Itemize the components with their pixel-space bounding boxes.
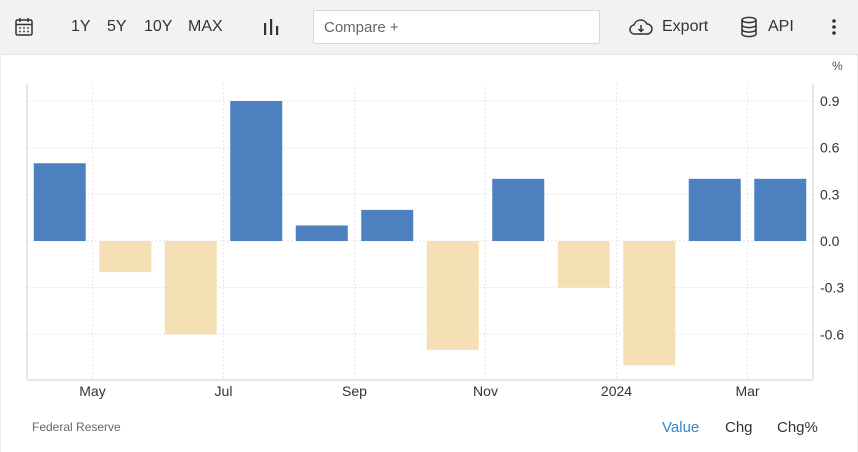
bar xyxy=(623,241,676,366)
bar xyxy=(361,209,414,241)
left-border xyxy=(0,55,1,452)
range-5y-button[interactable]: 5Y xyxy=(107,18,127,35)
bar xyxy=(426,241,479,350)
export-button[interactable]: Export xyxy=(662,18,709,35)
range-1y-button[interactable]: 1Y xyxy=(71,18,91,35)
range-max-button[interactable]: MAX xyxy=(188,18,223,35)
y-unit-label: % xyxy=(832,59,843,73)
chart-toolbar: 1Y 5Y 10Y MAX Export API xyxy=(0,0,858,55)
bar xyxy=(492,178,545,241)
y-tick-label: 0.3 xyxy=(820,186,840,202)
x-tick-label: Mar xyxy=(735,383,759,399)
bar xyxy=(295,225,348,241)
x-tick-label: 2024 xyxy=(601,383,632,399)
x-tick-label: May xyxy=(79,383,105,399)
x-tick-label: Jul xyxy=(215,383,233,399)
bar xyxy=(230,101,283,241)
compare-input[interactable] xyxy=(313,10,600,44)
bar xyxy=(164,241,217,335)
more-vertical-icon[interactable] xyxy=(829,17,839,37)
tab-value[interactable]: Value xyxy=(662,419,700,436)
x-tick-label: Sep xyxy=(342,383,367,399)
calendar-icon[interactable] xyxy=(14,17,34,37)
bar xyxy=(33,163,86,241)
tab-chg[interactable]: Chg xyxy=(725,419,753,436)
database-icon[interactable] xyxy=(740,16,758,38)
cloud-download-icon[interactable] xyxy=(628,17,654,37)
y-tick-label: 0.9 xyxy=(820,93,840,109)
y-tick-label: -0.6 xyxy=(820,326,844,342)
bar xyxy=(754,178,807,241)
bar-chart-icon[interactable] xyxy=(262,17,280,37)
y-tick-label: 0.0 xyxy=(820,233,840,249)
y-tick-label: -0.3 xyxy=(820,280,844,296)
bar-chart: 0.9 0.6 0.3 0.0 -0.3 -0.6% May Jul Sep Nov 2024 Mar xyxy=(26,59,844,399)
range-10y-button[interactable]: 10Y xyxy=(144,18,173,35)
bar xyxy=(99,241,152,273)
tab-chg-pct[interactable]: Chg% xyxy=(777,419,818,436)
x-tick-label: Nov xyxy=(473,383,498,399)
bar xyxy=(557,241,610,288)
y-tick-label: 0.6 xyxy=(820,140,840,156)
bar xyxy=(688,178,741,241)
api-button[interactable]: API xyxy=(768,18,794,35)
source-label: Federal Reserve xyxy=(32,420,121,434)
